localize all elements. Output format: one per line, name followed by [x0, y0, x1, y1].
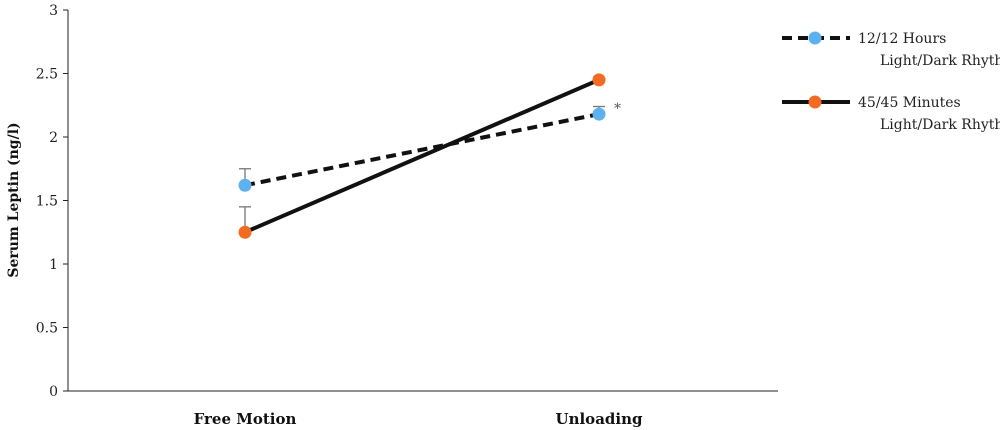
significance-asterisk: *	[614, 101, 621, 117]
series-line	[244, 112, 600, 188]
legend-label-line1: 45/45 Minutes	[858, 95, 961, 111]
y-tick-label: 1.5	[36, 194, 58, 210]
series-line	[244, 78, 600, 235]
legend-marker	[808, 95, 822, 109]
data-point	[592, 73, 606, 87]
legend-marker	[808, 31, 822, 45]
y-tick-label: 1	[49, 257, 58, 273]
data-point	[238, 225, 252, 239]
y-ticks: 0 0.5 1 1.5 2 2.5 3	[36, 3, 68, 400]
y-tick-label: 3	[49, 3, 58, 19]
legend-label-line2: Light/Dark Rhythm	[880, 53, 1000, 69]
y-tick-label: 0.5	[36, 321, 58, 337]
data-point	[592, 107, 606, 121]
data-point	[238, 178, 252, 192]
axes: 0 0.5 1 1.5 2 2.5 3 Free Motion Unloading Serum…	[6, 3, 778, 428]
legend: 12/12 Hours Light/Dark Rhythm 45/45 Minute…	[782, 31, 1000, 133]
y-axis-title: Serum Leptin (ng/l)	[6, 122, 22, 277]
plot-area: *	[238, 73, 621, 239]
x-category-label: Free Motion	[194, 410, 297, 428]
legend-label-line1: 12/12 Hours	[858, 31, 946, 47]
y-tick-label: 0	[49, 384, 58, 400]
y-tick-label: 2.5	[36, 67, 58, 83]
x-category-labels: Free Motion Unloading	[194, 410, 643, 428]
legend-label-line2: Light/Dark Rhythm	[880, 117, 1000, 133]
y-tick-label: 2	[49, 130, 58, 146]
x-category-label: Unloading	[556, 410, 644, 428]
